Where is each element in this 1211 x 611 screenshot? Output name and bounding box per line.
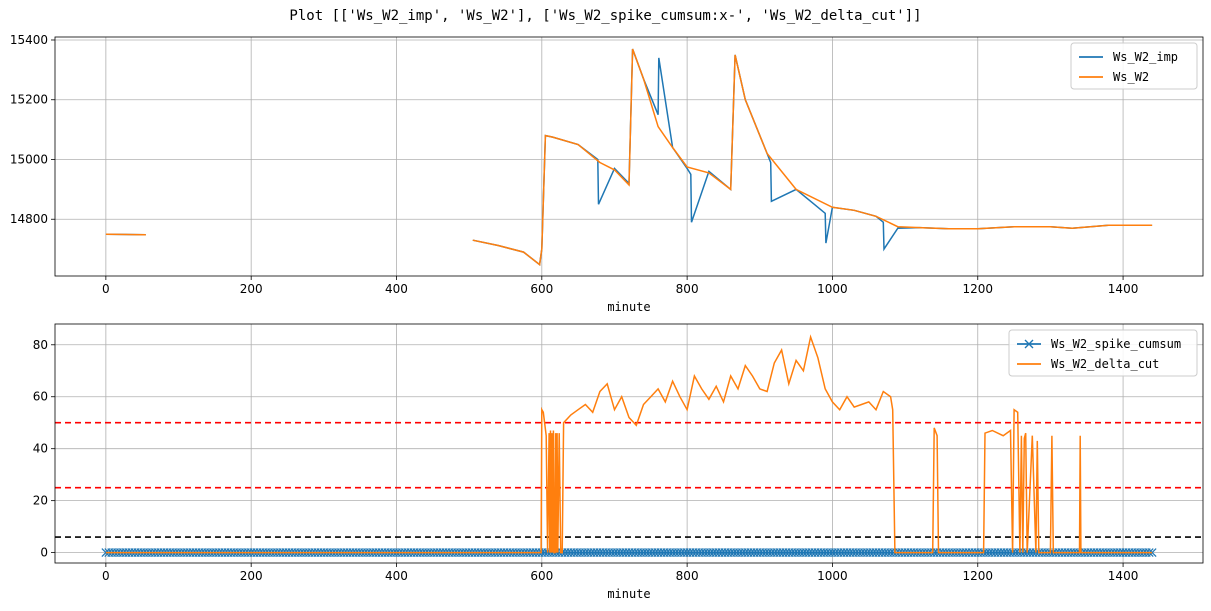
y-tick-label: 20 (33, 494, 48, 508)
x-axis-label: minute (607, 300, 650, 314)
y-tick-label: 60 (33, 390, 48, 404)
axes-frame (54, 323, 1204, 564)
x-tick-label: 1200 (962, 282, 993, 296)
y-tick-label: 80 (33, 338, 48, 352)
series-group (105, 48, 1153, 266)
figure-title: Plot [['Ws_W2_imp', 'Ws_W2'], ['Ws_W2_sp… (289, 8, 922, 24)
series-line-Ws_W2_delta_cut (105, 334, 1153, 554)
legend-entry-label: Ws_W2_spike_cumsum (1051, 337, 1181, 351)
x-tick-label: 200 (240, 282, 263, 296)
legend-entry-label: Ws_W2 (1113, 70, 1149, 84)
y-tick-label: 15400 (10, 33, 48, 47)
legend-entry-label: Ws_W2_imp (1113, 50, 1178, 64)
x-marker (1147, 548, 1157, 558)
x-tick-label: 800 (676, 282, 699, 296)
x-tick-label: 1200 (962, 569, 993, 583)
legend: Ws_W2_imp Ws_W2 (1070, 42, 1198, 90)
x-tick-label: 1400 (1108, 569, 1139, 583)
subplot-1: 0 200 400 600 800 1000 1200 1400 14800 15000 15200… (10, 33, 1204, 314)
x-tick-label: 400 (385, 569, 408, 583)
legend-entry-label: Ws_W2_delta_cut (1051, 357, 1159, 371)
x-tick-label: 800 (676, 569, 699, 583)
y-tick-label: 15000 (10, 152, 48, 166)
y-tick-label: 0 (40, 546, 48, 560)
x-tick-label: 1000 (817, 282, 848, 296)
legend-marker (1024, 339, 1034, 349)
subplot-2: 0 200 400 600 800 1000 1200 1400 0 20 40 60 80 minute… (33, 323, 1204, 601)
y-tick-label: 15200 (10, 93, 48, 107)
x-tick-label: 1000 (817, 569, 848, 583)
series-line-Ws_W2 (105, 48, 1153, 266)
x-tick-label: 1400 (1108, 282, 1139, 296)
x-tick-label: 600 (530, 569, 553, 583)
x-tick-label: 0 (102, 569, 110, 583)
x-tick-label: 200 (240, 569, 263, 583)
y-tick-label: 14800 (10, 212, 48, 226)
axes-frame (54, 36, 1204, 277)
x-tick-label: 0 (102, 282, 110, 296)
x-axis-label: minute (607, 587, 650, 601)
legend-box (1008, 329, 1198, 377)
series-group (101, 334, 1157, 558)
legend: Ws_W2_spike_cumsum Ws_W2_delta_cut (1008, 329, 1198, 377)
y-tick-label: 40 (33, 442, 48, 456)
x-tick-label: 400 (385, 282, 408, 296)
x-tick-label: 600 (530, 282, 553, 296)
